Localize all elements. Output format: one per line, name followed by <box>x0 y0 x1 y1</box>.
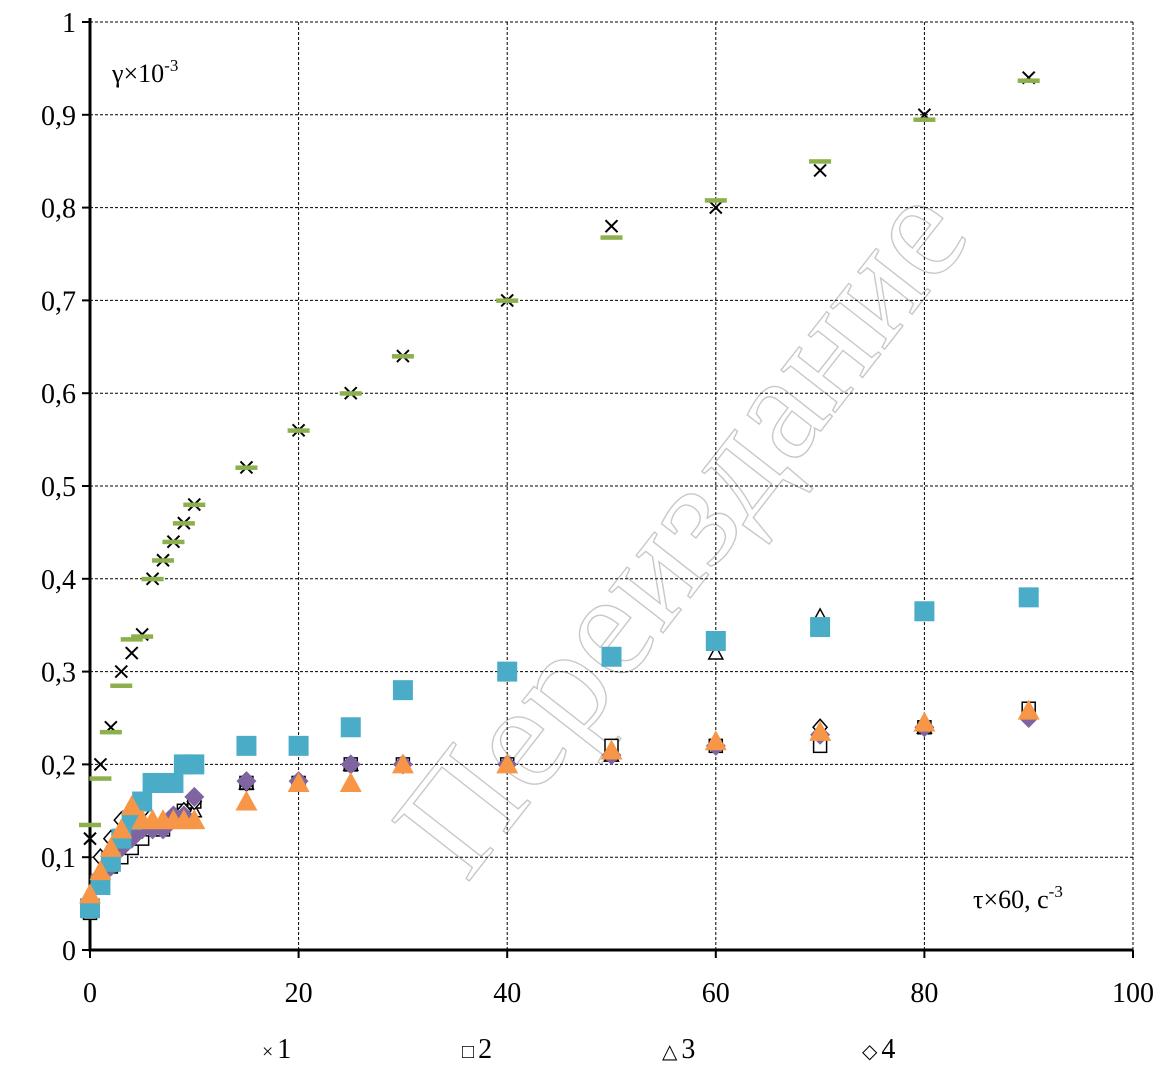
data-point-dash <box>183 502 206 508</box>
data-point-square-filled <box>184 754 205 775</box>
x-tick-label-3: 60 <box>702 978 730 1009</box>
data-point-dash <box>162 539 185 545</box>
data-point-dash <box>600 235 623 240</box>
data-point-square-filled <box>497 661 518 682</box>
data-point-dash <box>391 354 414 359</box>
legend-item-2: □ 2 <box>462 1034 492 1065</box>
y-tick-label-9: 0,9 <box>41 101 76 132</box>
data-point-square-filled <box>705 630 726 651</box>
data-point-triangle-filled <box>809 720 832 741</box>
y-tick-label-4: 0,4 <box>41 565 76 596</box>
legend-item-1: × 1 <box>262 1034 291 1065</box>
data-point-triangle-filled <box>79 883 101 904</box>
data-point-x <box>93 757 108 772</box>
data-point-dash <box>99 729 122 735</box>
y-tick-label-8: 0,8 <box>41 194 76 225</box>
data-point-square-filled <box>163 772 184 793</box>
data-point-dash <box>120 637 143 642</box>
data-point-square-filled <box>288 735 309 756</box>
series-7-triangle-filled <box>79 699 1040 904</box>
watermark: Переиздание <box>361 153 1000 905</box>
data-point-square-filled <box>392 680 413 701</box>
data-point-square-filled <box>340 717 361 738</box>
data-point-dash <box>287 428 310 433</box>
data-points <box>79 70 1040 921</box>
y-tick-label-7: 0,7 <box>41 286 76 317</box>
data-point-dash <box>496 298 519 303</box>
x-tick-label-2: 40 <box>493 978 521 1009</box>
y-tick-label-1: 0,1 <box>41 843 76 874</box>
data-point-triangle-filled <box>99 836 122 857</box>
data-point-dash <box>79 822 101 828</box>
data-point-triangle-filled <box>339 771 362 792</box>
data-point-dash <box>110 683 133 689</box>
data-point-triangle-filled <box>913 711 936 732</box>
data-point-x <box>114 664 128 679</box>
data-point-triangle-open <box>707 644 725 660</box>
data-point-diamond-filled <box>184 786 205 807</box>
watermark-text: Переиздание <box>362 154 1000 905</box>
data-point-diamond-filled <box>340 754 361 775</box>
data-point-triangle-filled <box>183 809 206 830</box>
data-point-dash <box>172 521 195 526</box>
data-point-dash <box>809 159 832 164</box>
y-tick-label-10: 1 <box>62 8 76 39</box>
y-tick-label-5: 0,5 <box>41 472 76 503</box>
data-point-triangle-filled <box>120 795 143 816</box>
x-tick-label-0: 0 <box>83 978 97 1009</box>
data-point-triangle-filled <box>600 739 623 760</box>
axes <box>82 18 1134 958</box>
y-tick-label-2: 0,2 <box>41 750 76 781</box>
data-point-dash <box>913 117 936 122</box>
data-point-square-filled <box>914 601 935 622</box>
series-1-dash <box>79 78 1040 828</box>
legend-item-4: ◇ 4 <box>862 1034 895 1065</box>
data-point-square-filled <box>1018 587 1039 608</box>
y-tick-label-0: 0 <box>62 936 76 967</box>
data-point-dash <box>235 465 258 470</box>
x-axis-label: τ×60, с-3 <box>973 882 1063 914</box>
x-tick-label-1: 20 <box>285 978 313 1009</box>
data-point-triangle-filled <box>110 818 133 839</box>
data-point-dash <box>152 558 175 563</box>
legend: × 1 □ 2 △ 3 ◇ 4 <box>262 1034 895 1065</box>
data-point-x <box>83 831 97 846</box>
data-point-triangle-filled <box>89 860 112 881</box>
x-tick-label-5: 100 <box>1112 978 1154 1009</box>
data-point-triangle-filled <box>1017 699 1040 720</box>
data-point-dash <box>704 198 727 203</box>
grid <box>90 21 1134 950</box>
data-point-x <box>604 219 619 233</box>
data-point-square-filled <box>810 617 831 638</box>
data-point-x <box>813 163 827 178</box>
x-tick-label-4: 80 <box>910 978 938 1009</box>
data-point-triangle-filled <box>496 753 519 774</box>
data-point-dash <box>131 634 154 639</box>
data-point-diamond-filled <box>236 771 257 792</box>
data-point-triangle-filled <box>391 753 414 774</box>
data-point-dash <box>1017 78 1040 83</box>
y-axis-label: γ×10-3 <box>111 56 178 88</box>
data-point-x <box>125 646 139 660</box>
data-point-square-filled <box>236 735 257 756</box>
data-point-dash <box>339 391 362 396</box>
data-point-triangle-filled <box>235 790 258 811</box>
data-point-dash <box>141 576 164 582</box>
legend-item-3: △ 3 <box>662 1034 695 1065</box>
data-point-triangle-filled <box>704 730 727 751</box>
data-point-triangle-filled <box>287 771 310 792</box>
data-point-dash <box>89 776 112 781</box>
y-tick-label-3: 0,3 <box>41 658 76 689</box>
data-point-x <box>709 200 723 215</box>
data-point-square-filled <box>601 646 622 667</box>
tick-labels: 0 0,1 0,2 0,3 0,4 0,5 0,6 0,7 0,8 0,9 1 0 20 40 60 80 10… <box>41 8 1154 1009</box>
y-tick-label-6: 0,6 <box>41 379 76 410</box>
